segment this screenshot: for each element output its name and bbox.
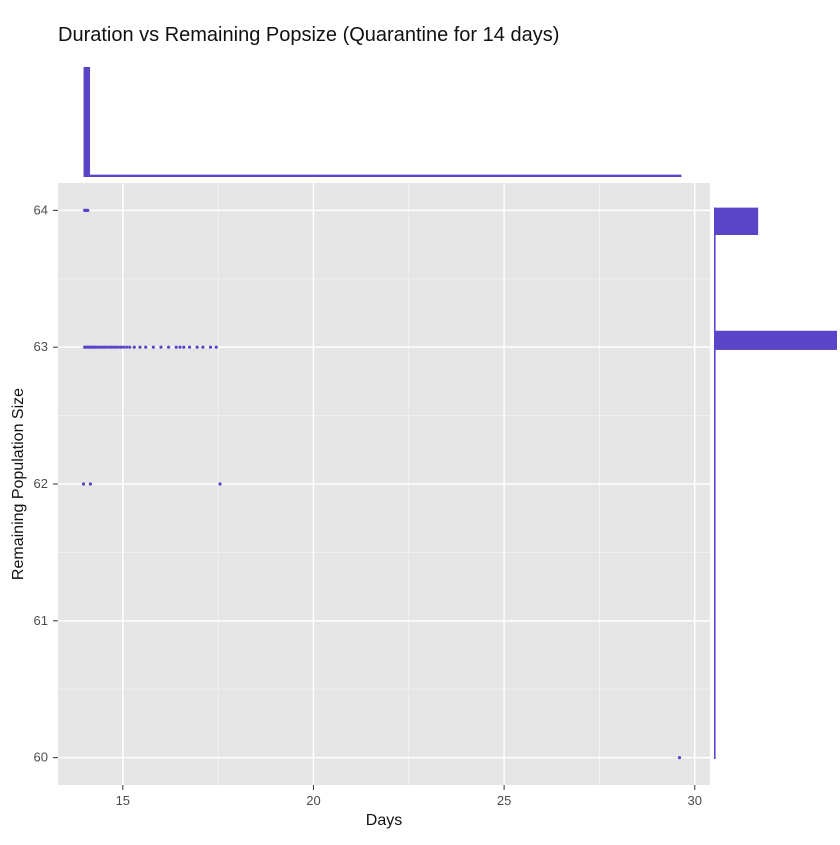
- data-point: [178, 345, 182, 349]
- right-histogram-bar-64: [714, 207, 759, 235]
- data-point: [132, 345, 136, 349]
- top-histogram-main-bar: [83, 67, 91, 177]
- data-point: [187, 345, 192, 349]
- x-tick-label: 15: [116, 793, 130, 808]
- data-point: [677, 756, 682, 760]
- y-tick-label: 60: [34, 750, 48, 765]
- data-point: [125, 345, 129, 349]
- data-point: [214, 345, 218, 349]
- data-point: [208, 345, 213, 349]
- data-point: [107, 345, 111, 349]
- data-point: [182, 345, 186, 349]
- right-histogram-bar-63: [714, 330, 837, 350]
- data-point: [218, 482, 222, 486]
- data-point: [81, 482, 86, 486]
- top-marginal-histogram: [83, 67, 682, 177]
- x-tick-label: 30: [688, 793, 702, 808]
- data-point: [121, 345, 126, 349]
- data-point: [119, 345, 123, 349]
- data-point: [86, 208, 90, 212]
- data-point: [109, 345, 113, 349]
- x-tick-label: 25: [497, 793, 511, 808]
- data-point: [159, 345, 163, 349]
- data-point: [88, 482, 93, 486]
- y-tick-label: 64: [34, 202, 48, 217]
- data-point: [112, 345, 116, 349]
- data-point: [174, 345, 178, 349]
- y-tick-label: 63: [34, 339, 48, 354]
- data-point: [166, 345, 171, 349]
- y-axis-title: Remaining Population Size: [10, 388, 27, 580]
- data-point: [128, 345, 132, 349]
- main-plot-panel: 15 20 25 30 60 61 62 63 64: [34, 183, 710, 808]
- data-point: [201, 345, 205, 349]
- chart-title: Duration vs Remaining Popsize (Quarantin…: [58, 24, 559, 46]
- data-point: [116, 345, 120, 349]
- data-point: [114, 345, 118, 349]
- data-point: [138, 345, 142, 349]
- x-axis-title: Days: [366, 812, 402, 829]
- right-marginal-histogram: [714, 207, 837, 760]
- top-histogram-baseline-bar: [90, 174, 682, 177]
- data-point: [105, 345, 109, 349]
- x-tick-label: 20: [306, 793, 320, 808]
- data-point: [144, 345, 148, 349]
- y-tick-label: 62: [34, 476, 48, 491]
- data-point: [151, 345, 155, 349]
- data-point: [195, 345, 199, 349]
- y-tick-label: 61: [34, 613, 48, 628]
